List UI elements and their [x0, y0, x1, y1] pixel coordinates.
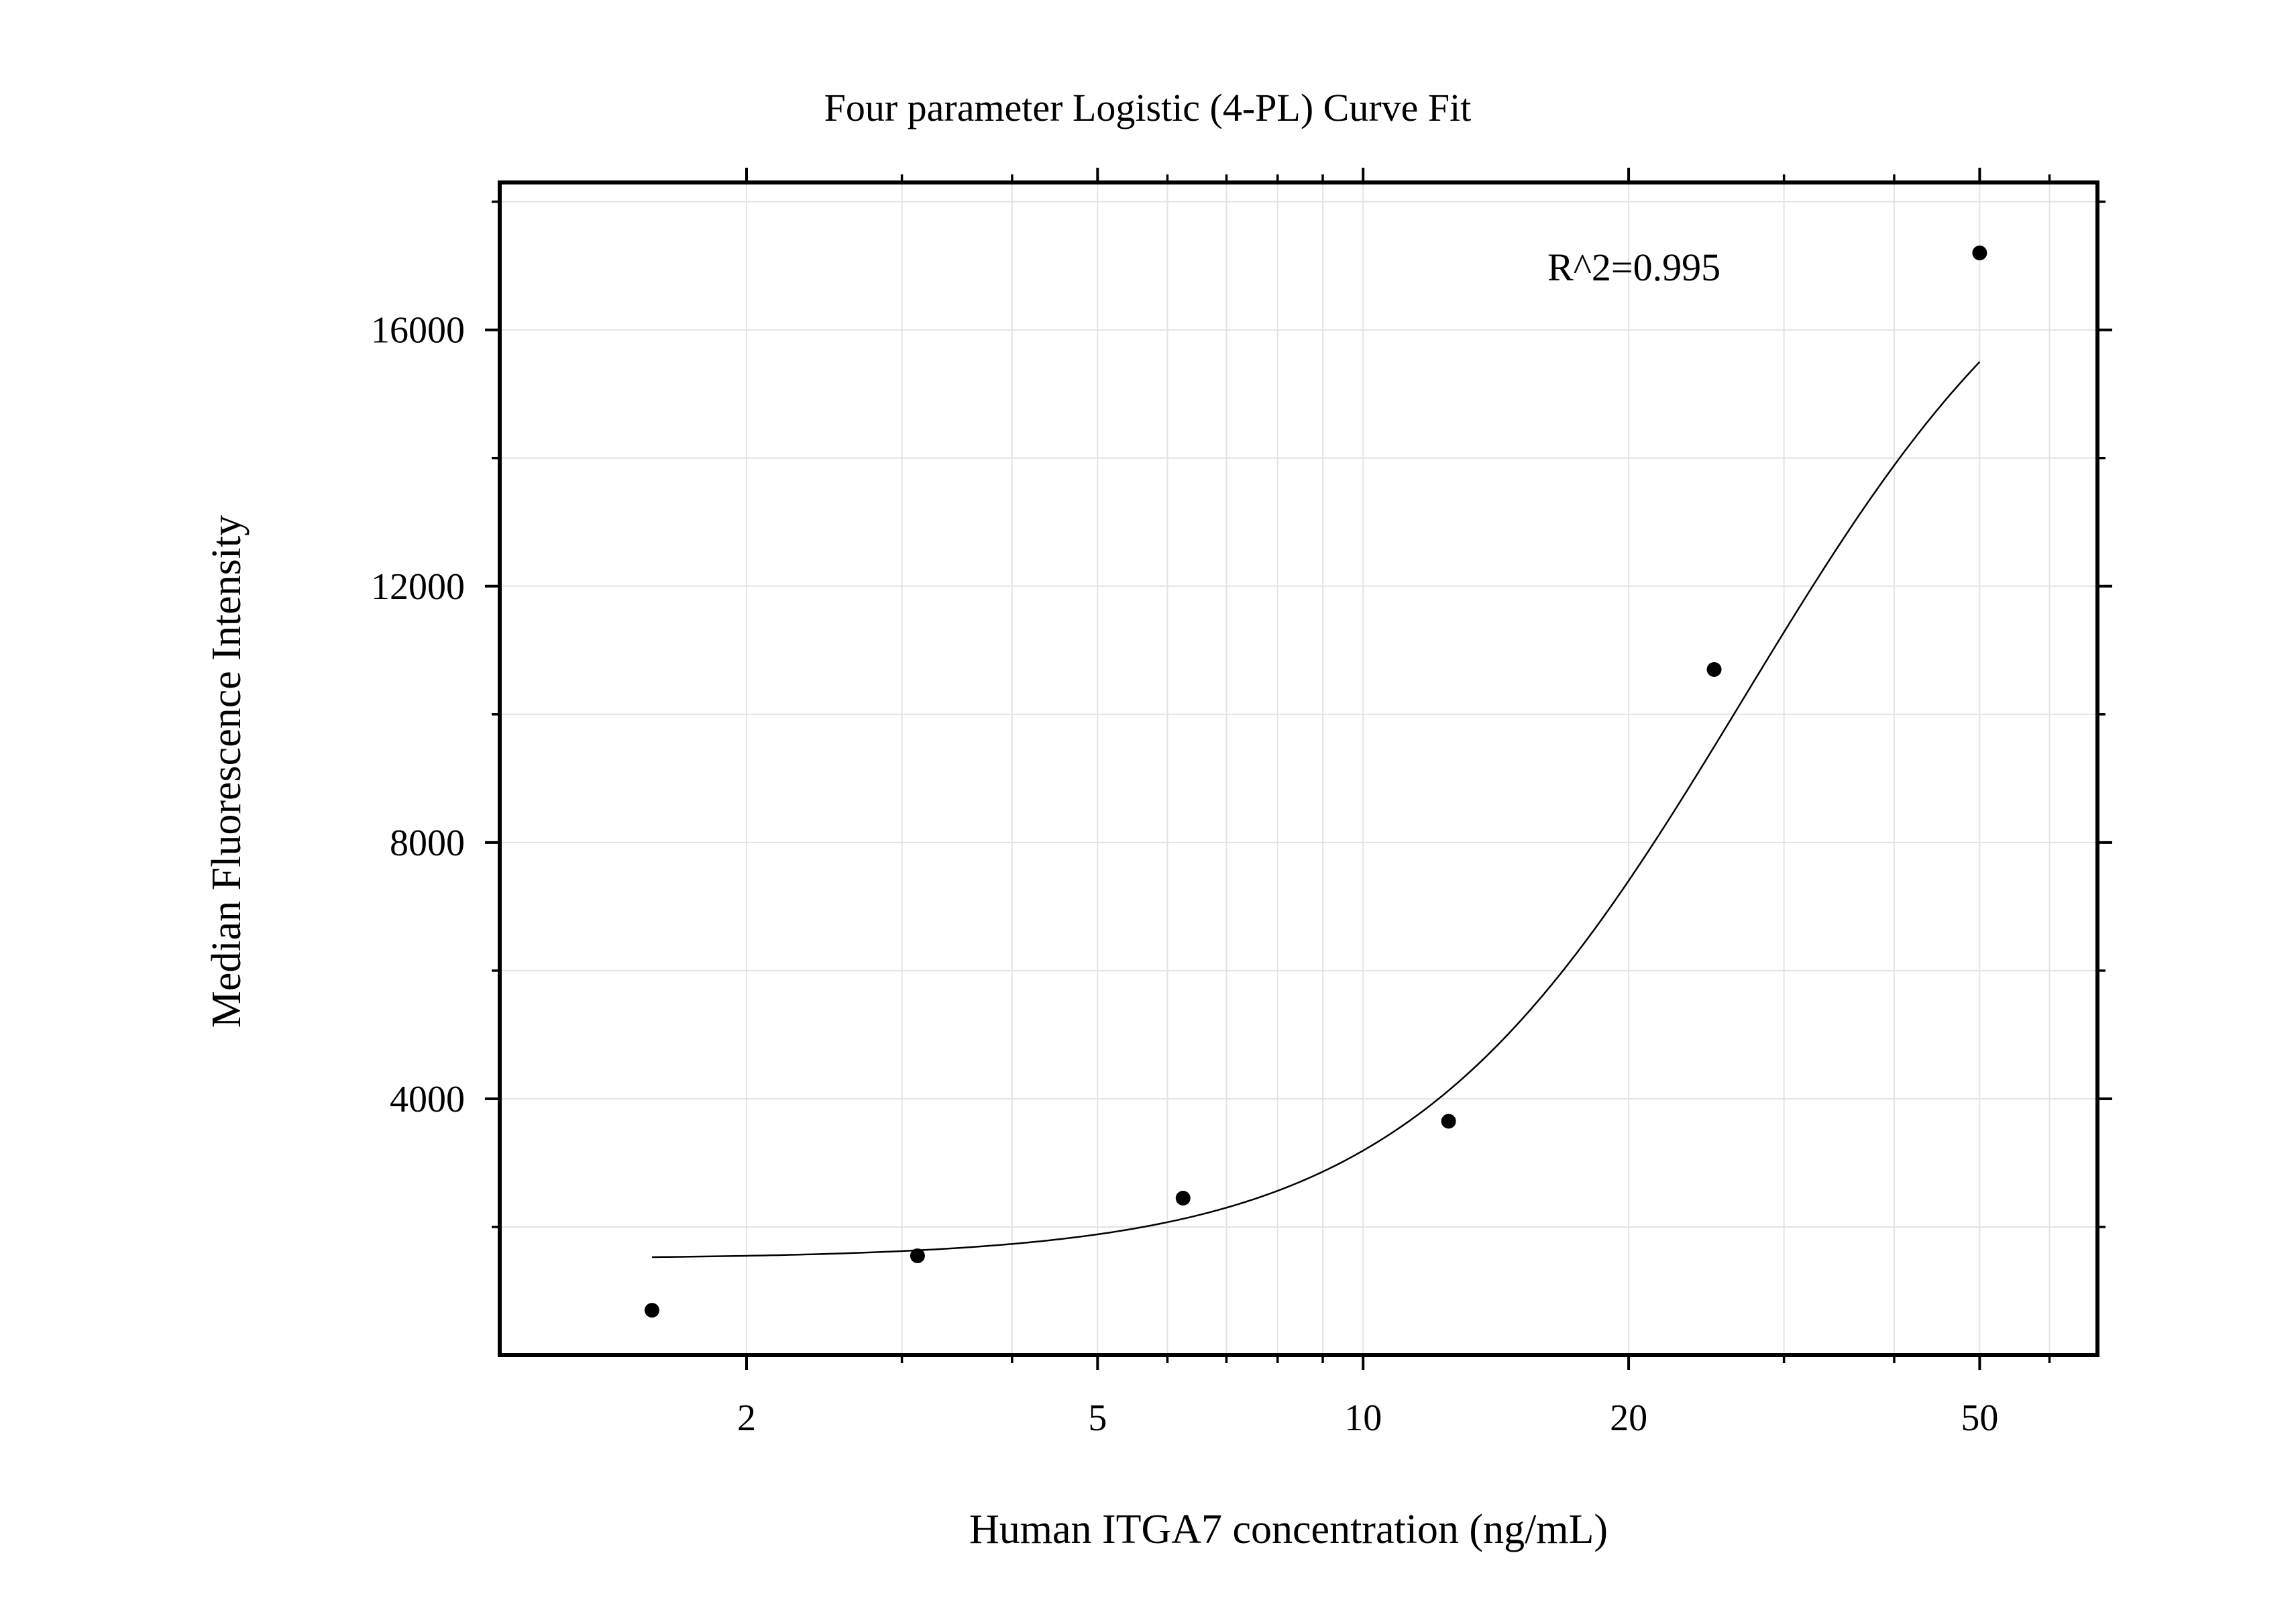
chart-title: Four parameter Logistic (4-PL) Curve Fit — [824, 86, 1472, 129]
axis-ticks — [485, 168, 2112, 1370]
y-axis-label: Median Fluorescence Intensity — [204, 515, 250, 1028]
data-points — [645, 246, 1987, 1318]
x-tick-label: 50 — [1961, 1397, 1998, 1439]
plot-frame — [498, 180, 2099, 1357]
data-point — [1706, 661, 1722, 677]
y-tick-label: 12000 — [371, 566, 465, 608]
grid-lines — [500, 182, 2097, 1355]
x-tick-label: 20 — [1610, 1397, 1647, 1439]
y-tick-label: 8000 — [390, 822, 465, 864]
x-tick-label: 10 — [1344, 1397, 1382, 1439]
data-point — [1972, 246, 1987, 261]
data-point — [645, 1303, 660, 1318]
y-tick-label: 4000 — [390, 1079, 465, 1120]
data-point — [1441, 1114, 1456, 1129]
y-tick-label: 16000 — [371, 310, 465, 352]
data-point — [910, 1248, 925, 1263]
r-squared-annotation: R^2=0.995 — [1547, 246, 1720, 289]
x-axis-label: Human ITGA7 concentration (ng/mL) — [969, 1507, 1608, 1552]
fit-curve — [652, 361, 1981, 1259]
x-tick-label: 2 — [737, 1397, 756, 1439]
data-point — [1175, 1190, 1191, 1206]
tick-labels: 2 5 10 20 50 4000 8000 12000 16000 — [371, 310, 1998, 1439]
x-tick-label: 5 — [1088, 1397, 1107, 1439]
